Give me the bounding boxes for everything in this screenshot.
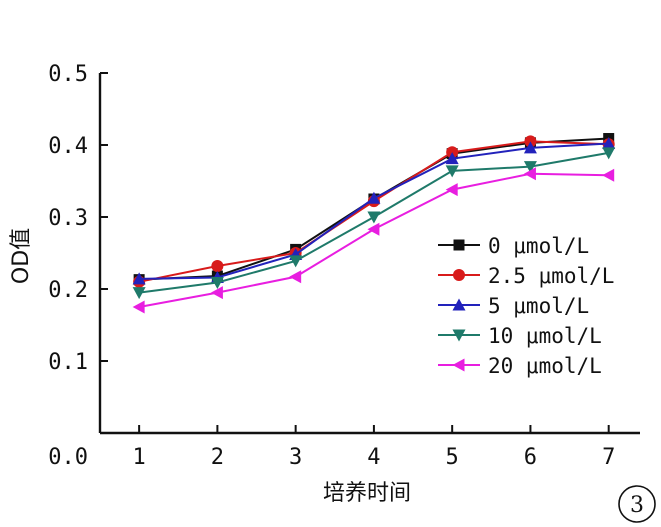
panel-label: 3 bbox=[630, 493, 644, 518]
y-tick-label: 0.4 bbox=[48, 134, 88, 159]
legend-item: 5 μmol/L bbox=[438, 294, 589, 318]
data-point bbox=[132, 300, 145, 314]
x-tick-label: 7 bbox=[602, 445, 615, 470]
data-point bbox=[210, 277, 224, 290]
y-tick-label: 0.3 bbox=[48, 206, 88, 231]
x-tick-label: 4 bbox=[367, 445, 380, 470]
legend-label: 10 μmol/L bbox=[488, 324, 602, 348]
y-tick-label: 0.1 bbox=[48, 350, 88, 375]
series-group bbox=[132, 133, 616, 314]
x-tick-label: 6 bbox=[524, 445, 537, 470]
x-axis-title: 培养时间 bbox=[323, 481, 411, 506]
y-tick-label: 0.0 bbox=[48, 445, 88, 470]
data-point bbox=[445, 152, 459, 165]
x-tick-label: 1 bbox=[133, 445, 146, 470]
data-point bbox=[602, 137, 616, 150]
y-tick-label: 0.5 bbox=[48, 62, 88, 87]
legend-item: 0 μmol/L bbox=[438, 234, 589, 258]
data-point bbox=[523, 141, 537, 154]
legend-label: 0 μmol/L bbox=[488, 234, 589, 258]
series-3 bbox=[132, 137, 616, 285]
series-4 bbox=[132, 147, 616, 300]
legend-item: 10 μmol/L bbox=[438, 324, 602, 348]
axes bbox=[98, 73, 640, 435]
legend-marker bbox=[452, 298, 466, 311]
series-line bbox=[139, 137, 609, 281]
legend-label: 2.5 μmol/L bbox=[488, 264, 614, 288]
series-line bbox=[139, 142, 609, 280]
legend-label: 5 μmol/L bbox=[488, 294, 589, 318]
legend-item: 20 μmol/L bbox=[438, 354, 602, 378]
legend-marker bbox=[452, 329, 466, 342]
x-tick-label: 5 bbox=[446, 445, 459, 470]
data-point bbox=[210, 286, 223, 300]
panel-label-circle bbox=[618, 485, 656, 523]
x-tick-label: 3 bbox=[289, 445, 302, 470]
series-5 bbox=[132, 167, 615, 314]
data-point bbox=[289, 270, 302, 284]
legend-marker bbox=[453, 269, 465, 281]
data-point bbox=[523, 161, 537, 174]
data-point bbox=[132, 272, 146, 285]
data-point bbox=[367, 222, 380, 236]
data-point bbox=[289, 255, 303, 268]
data-point bbox=[523, 167, 536, 181]
data-point bbox=[211, 259, 224, 272]
legend: 0 μmol/L 2.5 μmol/L 5 μmol/L 10 μmol/L 20 μm… bbox=[438, 234, 614, 378]
legend-marker bbox=[452, 358, 465, 372]
legend-item: 2.5 μmol/L bbox=[438, 264, 614, 288]
y-tick-label: 0.2 bbox=[48, 278, 88, 303]
legend-label: 20 μmol/L bbox=[488, 354, 602, 378]
x-tick-label: 2 bbox=[211, 445, 224, 470]
data-point bbox=[445, 183, 458, 197]
data-point bbox=[602, 168, 615, 182]
y-axis-title: OD值 bbox=[9, 228, 34, 284]
ticks: 0.0 0.1 0.2 0.3 0.4 0.5 1 2 3 4 5 6 7 bbox=[48, 62, 615, 470]
data-point bbox=[367, 191, 381, 204]
data-point bbox=[602, 147, 616, 160]
data-point bbox=[367, 211, 381, 224]
data-point bbox=[445, 165, 459, 178]
legend-marker bbox=[453, 239, 465, 251]
series-1 bbox=[133, 133, 615, 286]
data-point bbox=[132, 287, 146, 300]
